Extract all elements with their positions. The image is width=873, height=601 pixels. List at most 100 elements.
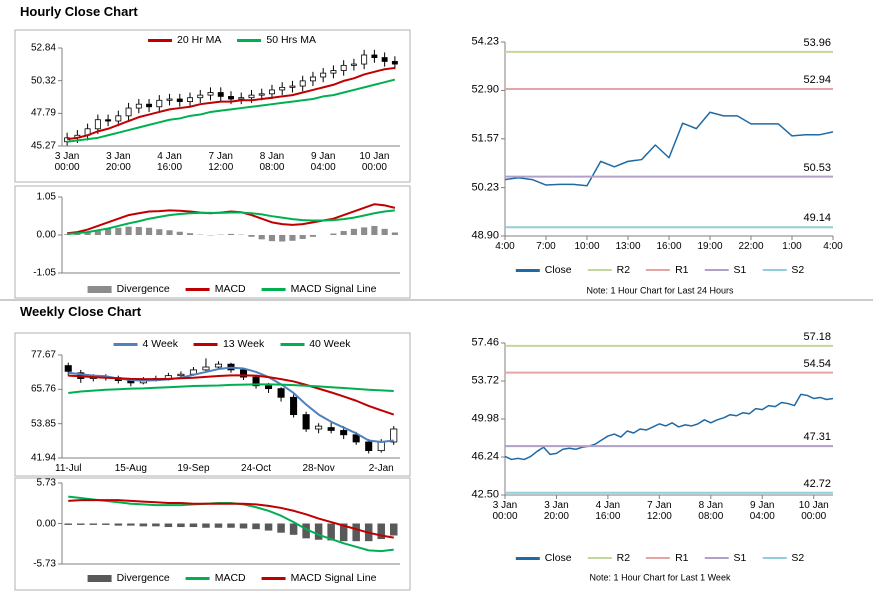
divergence-bar — [115, 227, 122, 235]
candle-body — [320, 72, 327, 78]
legend-label: S2 — [791, 264, 805, 276]
candle-body — [64, 365, 72, 372]
legend: Divergence MACD MACD Signal Line — [87, 572, 376, 584]
legend-swatch — [704, 269, 729, 271]
series-line — [504, 111, 834, 187]
series-line — [66, 78, 396, 143]
candle-body — [309, 76, 316, 82]
x-tick-label: 22:00 — [738, 241, 764, 252]
legend: 4 Week 13 Week 40 Week — [113, 338, 351, 350]
candle-body — [177, 373, 185, 377]
candle-body — [352, 434, 360, 443]
candle-body — [214, 363, 223, 368]
y-tick-label: 5.73 — [36, 477, 56, 489]
legend-swatch — [762, 557, 787, 559]
x-tick-label: 19:00 — [697, 241, 723, 252]
level-label: 49.14 — [803, 212, 831, 225]
y-tick-label: 45.27 — [30, 140, 56, 152]
legend-label: S2 — [791, 552, 805, 564]
level-label: 53.96 — [803, 36, 831, 49]
y-tick-label: 77.67 — [30, 349, 56, 361]
divergence-bar — [139, 523, 148, 527]
series-line — [504, 393, 834, 461]
candle-body — [289, 85, 296, 88]
x-tick-label: 4 Jan 16:00 — [595, 500, 621, 522]
candle-body — [105, 119, 112, 122]
series-line — [67, 209, 395, 235]
legend-item: MACD — [185, 283, 246, 295]
legend-item: R1 — [646, 552, 689, 564]
divergence-bar — [389, 523, 398, 536]
legend-swatch — [515, 556, 540, 560]
legend-item: Divergence — [87, 572, 170, 584]
divergence-bar — [166, 230, 173, 235]
x-tick-label: 4:00 — [823, 241, 843, 252]
legend: Divergence MACD MACD Signal Line — [87, 283, 376, 295]
y-tick-label: 52.84 — [30, 42, 56, 54]
candle-body — [239, 369, 248, 378]
x-tick-label: 7 Jan 12:00 — [208, 151, 234, 173]
divergence-bar — [227, 233, 235, 235]
x-tick-label: 1:00 — [782, 241, 802, 252]
divergence-bar — [74, 233, 81, 235]
legend-swatch — [646, 557, 671, 559]
candle-body — [248, 94, 255, 99]
x-tick-label: 19-Sep — [177, 463, 210, 474]
legend-item: S1 — [704, 264, 746, 276]
legend-swatch — [193, 342, 218, 346]
legend-swatch — [148, 38, 173, 42]
legend-label: 13 Week — [222, 338, 265, 350]
candle-body — [279, 86, 286, 91]
legend-swatch — [185, 287, 210, 291]
x-tick-label: 10 Jan 00:00 — [359, 151, 390, 173]
legend-label: Divergence — [116, 283, 170, 295]
level-label: 57.18 — [803, 330, 831, 343]
divergence-bar — [64, 234, 71, 235]
x-tick-label: 2-Jan — [368, 463, 394, 474]
y-tick-label: -1.05 — [33, 267, 56, 279]
x-tick-label: 3 Jan 20:00 — [105, 151, 131, 173]
y-tick-label: -5.73 — [33, 558, 56, 570]
candle-body — [217, 92, 224, 97]
legend-item: S2 — [762, 552, 804, 564]
divergence-bar — [202, 523, 210, 528]
y-tick-label: 53.85 — [30, 418, 56, 430]
y-tick-label: 50.23 — [471, 181, 499, 194]
divergence-bar — [77, 523, 85, 525]
divergence-bar — [164, 523, 173, 528]
y-tick-label: 53.72 — [471, 374, 499, 387]
legend-item: 50 Hrs MA — [237, 34, 316, 46]
series-line — [68, 374, 395, 416]
x-tick-label: 7 Jan 12:00 — [646, 500, 672, 522]
x-tick-label: 16:00 — [656, 241, 682, 252]
candle-body — [361, 54, 368, 65]
divergence-bar — [289, 523, 298, 535]
y-tick-label: 49.98 — [471, 412, 499, 425]
candle-body — [277, 388, 285, 398]
y-tick-label: 54.23 — [471, 35, 499, 48]
section-title: Weekly Close Chart — [20, 304, 142, 319]
divergence-bar — [340, 231, 347, 235]
legend-item: MACD Signal Line — [261, 572, 376, 584]
legend-item: S1 — [704, 552, 746, 564]
series-line — [67, 203, 396, 235]
legend-swatch — [261, 576, 286, 580]
divergence-bar — [248, 235, 255, 237]
legend: 20 Hr MA 50 Hrs MA — [148, 34, 316, 46]
x-tick-label: 8 Jan 08:00 — [259, 151, 285, 173]
series-line — [68, 499, 394, 539]
legend-item: S2 — [762, 264, 804, 276]
x-tick-label: 7:00 — [536, 241, 556, 252]
divergence-bar — [258, 235, 265, 240]
candle-body — [381, 57, 388, 62]
divergence-bar — [186, 233, 194, 235]
divergence-bar — [339, 523, 348, 542]
divergence-bar — [239, 523, 248, 529]
level-label: 42.72 — [803, 477, 831, 490]
series-line — [66, 66, 396, 141]
divergence-bar — [391, 232, 398, 235]
legend-label: 40 Week — [309, 338, 351, 350]
legend-label: Close — [544, 264, 572, 276]
